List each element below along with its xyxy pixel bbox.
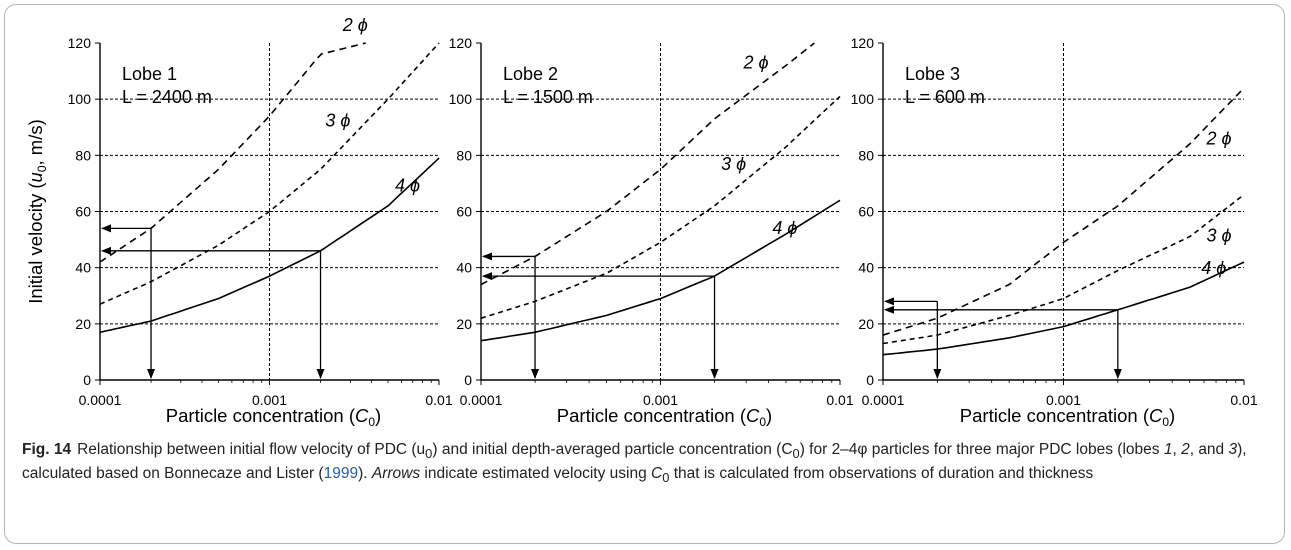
caption-text: ) for 2–4φ particles for three major PDC…: [799, 441, 1164, 458]
series-line: [99, 42, 366, 263]
figure-caption: Fig. 14 Relationship between initial flow…: [22, 440, 1272, 488]
x-tick-label: 0.001: [643, 392, 678, 408]
caption-subscript: 0: [662, 470, 670, 486]
y-tick-label: 20: [858, 316, 874, 332]
series-line: [480, 95, 841, 319]
caption-text: ), calculated based on Bonnecaze and Lis…: [22, 441, 1247, 483]
x-tick-label: 0.01: [1230, 392, 1257, 408]
figure-frame: [4, 4, 1285, 544]
series-label: 3 ϕ: [1207, 226, 1232, 246]
y-tick-label: 60: [858, 204, 874, 220]
caption-lobe-ref: 2: [1181, 441, 1190, 458]
lobe-label: Lobe 2: [503, 64, 558, 84]
y-tick-label: 40: [75, 260, 91, 276]
series-label: 3 ϕ: [721, 154, 746, 174]
x-tick-label: 0.001: [252, 392, 287, 408]
x-tick-label: 0.0001: [862, 392, 905, 408]
caption-text: Relationship between initial flow veloci…: [77, 441, 426, 458]
series-label: 4 ϕ: [395, 175, 420, 195]
series-line: [882, 87, 1245, 336]
y-tick-label: 0: [464, 372, 472, 388]
caption-text: indicate estimated velocity using: [420, 465, 651, 483]
series-line: [99, 42, 440, 305]
y-axis-label: Initial velocity (u0, m/s): [25, 119, 49, 304]
series-label: 2 ϕ: [342, 15, 368, 35]
y-tick-label: 80: [858, 147, 874, 163]
y-tick-label: 40: [858, 260, 874, 276]
x-tick-label: 0.01: [826, 392, 853, 408]
caption-text: that is calculated from observations of …: [669, 465, 1094, 483]
x-axis-label: Particle concentration (C0): [960, 405, 1175, 429]
x-axis-label: Particle concentration (C0): [557, 405, 772, 429]
caption-text: ,: [1172, 441, 1182, 458]
caption-c-symbol: C: [651, 465, 663, 483]
caption-lobe-ref: 3: [1228, 441, 1238, 458]
series-line: [882, 261, 1245, 356]
length-label: L = 600 m: [905, 87, 985, 107]
y-tick-label: 60: [75, 204, 91, 220]
caption-text: ).: [358, 465, 372, 483]
y-tick-label: 100: [68, 91, 92, 107]
caption-subscript: 0: [792, 446, 800, 462]
y-tick-label: 100: [851, 91, 875, 107]
series-line: [480, 42, 815, 286]
caption-text: ) and initial depth-averaged particle co…: [432, 441, 793, 458]
x-tick-label: 0.01: [425, 392, 452, 408]
x-tick-label: 0.001: [1046, 392, 1081, 408]
x-tick-label: 0.0001: [79, 392, 122, 408]
citation-link[interactable]: 1999: [323, 465, 359, 483]
series-label: 2 ϕ: [1206, 129, 1232, 149]
y-tick-label: 120: [449, 35, 473, 51]
y-tick-label: 80: [456, 147, 472, 163]
y-tick-label: 120: [68, 35, 92, 51]
series-label: 3 ϕ: [325, 110, 350, 130]
length-label: L = 2400 m: [122, 87, 212, 107]
y-tick-label: 0: [83, 372, 91, 388]
caption-fig-label: Fig. 14: [22, 441, 72, 458]
y-tick-label: 60: [456, 204, 472, 220]
series-label: 4 ϕ: [772, 218, 797, 238]
x-axis-label: Particle concentration (C0): [166, 405, 381, 429]
y-tick-label: 100: [449, 91, 473, 107]
caption-lobe-ref: 1: [1163, 441, 1173, 458]
y-tick-label: 20: [456, 316, 472, 332]
lobe-label: Lobe 3: [905, 64, 960, 84]
series-line: [480, 199, 841, 342]
y-tick-label: 40: [456, 260, 472, 276]
caption-text: , and: [1189, 441, 1229, 458]
series-line: [99, 157, 440, 334]
y-tick-label: 120: [851, 35, 875, 51]
caption-subscript: 0: [425, 446, 433, 462]
lobe-label: Lobe 1: [122, 64, 177, 84]
y-tick-label: 0: [866, 372, 874, 388]
charts-canvas: 0 20 40 60 80 100 120 0.0001 0.001 0.01 2 ϕ 3 ϕ 4 ϕ L…: [25, 15, 1258, 429]
length-label: L = 1500 m: [503, 87, 593, 107]
y-tick-label: 80: [75, 147, 91, 163]
caption-arrows-word: Arrows: [371, 465, 421, 483]
y-tick-label: 20: [75, 316, 91, 332]
series-label: 2 ϕ: [743, 52, 769, 72]
x-tick-label: 0.0001: [460, 392, 503, 408]
series-label: 4 ϕ: [1201, 258, 1226, 278]
